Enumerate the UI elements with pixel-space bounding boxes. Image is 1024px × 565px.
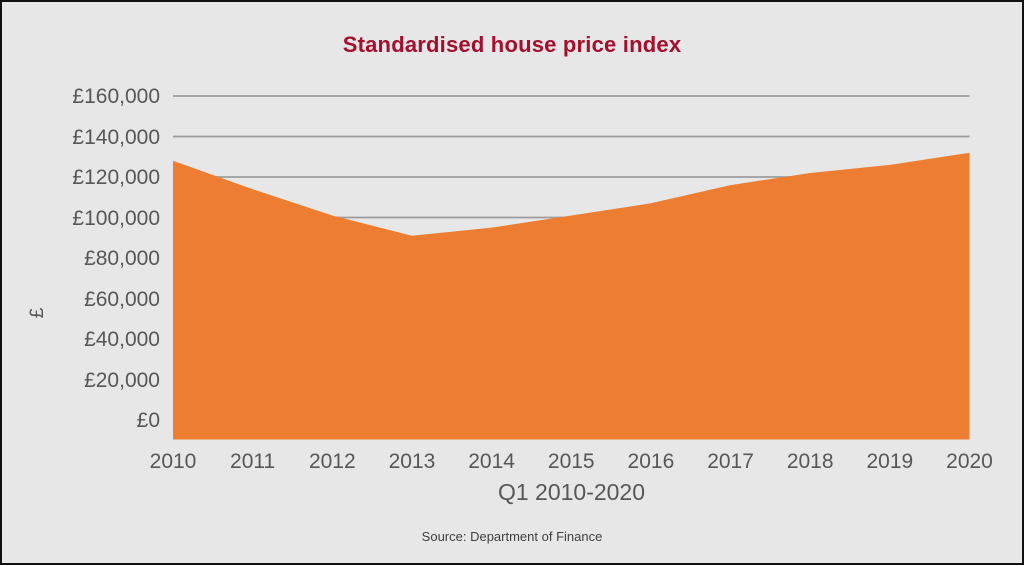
area-series-fill — [173, 152, 970, 440]
y-tick-label: £100,000 — [72, 206, 160, 230]
y-tick-label: £160,000 — [72, 85, 160, 108]
source-note: Source: Department of Finance — [421, 529, 603, 544]
x-tick-label: 2012 — [308, 450, 356, 473]
x-tick-label: 2018 — [786, 450, 834, 473]
chart-title: Standardised house price index — [342, 32, 682, 57]
y-tick-label: £60,000 — [84, 287, 160, 311]
y-tick-label: £80,000 — [84, 247, 160, 270]
x-axis-title: Q1 2010-2020 — [497, 479, 646, 505]
y-tick-label: £120,000 — [72, 166, 160, 189]
x-tick-label: 2013 — [388, 450, 436, 473]
y-tick-label: £140,000 — [72, 125, 160, 149]
x-tick-label: 2017 — [707, 450, 754, 473]
y-tick-label: £0 — [136, 409, 160, 432]
y-tick-label: £20,000 — [84, 368, 160, 392]
y-tick-label: £40,000 — [84, 328, 160, 351]
x-tick-label: 2010 — [149, 450, 197, 473]
x-tick-label: 2015 — [547, 450, 595, 473]
x-tick-label: 2019 — [866, 450, 914, 473]
x-tick-label: 2011 — [230, 450, 276, 473]
x-tick-label: 2016 — [627, 450, 675, 473]
x-tick-label: 2014 — [468, 450, 515, 473]
y-axis-title: £ — [27, 307, 48, 319]
x-tick-label: 2020 — [946, 450, 993, 473]
